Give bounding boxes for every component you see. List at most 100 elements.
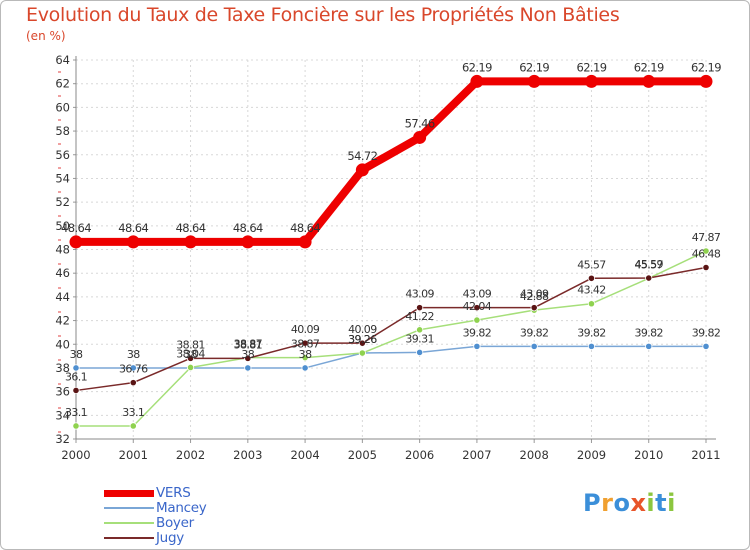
data-label-boyer: 42.88 xyxy=(520,290,549,303)
y-tick-label: 50 xyxy=(55,219,70,233)
data-point-vers xyxy=(584,74,598,88)
series-line-boyer xyxy=(75,250,707,427)
data-label-vers: 54.72 xyxy=(347,149,377,163)
data-label-boyer: 39.26 xyxy=(348,333,377,346)
data-label-vers: 48.64 xyxy=(233,221,263,235)
y-tick-label: 46 xyxy=(55,266,70,280)
data-point-boyer xyxy=(186,363,195,372)
data-label-jugy: 40.09 xyxy=(291,323,320,336)
data-point-boyer xyxy=(72,422,80,430)
logo-letter: r xyxy=(601,489,614,517)
data-point-vers xyxy=(355,163,369,177)
data-label-vers: 62.19 xyxy=(462,60,492,74)
data-point-jugy xyxy=(530,304,538,312)
data-point-jugy xyxy=(702,263,710,272)
data-point-vers xyxy=(413,130,427,144)
y-tick-label: 42 xyxy=(55,314,70,328)
data-point-boyer xyxy=(129,422,137,430)
data-label-mancey: 39.82 xyxy=(520,326,549,339)
data-label-boyer: 33.1 xyxy=(122,406,144,419)
x-tick-label: 2011 xyxy=(691,448,720,462)
data-label-mancey: 39.31 xyxy=(405,332,434,345)
data-label-boyer: 38.87 xyxy=(291,338,320,351)
x-tick-label: 2009 xyxy=(577,448,606,462)
x-tick-label: 2006 xyxy=(405,448,434,462)
x-tick-label: 2000 xyxy=(61,448,90,462)
logo-letter: x xyxy=(630,489,647,517)
grid-layer xyxy=(75,59,707,440)
data-point-boyer xyxy=(358,349,366,357)
legend-swatch-mancey xyxy=(104,507,154,509)
data-point-boyer xyxy=(416,326,424,334)
data-point-mancey xyxy=(645,342,653,350)
legend-label-jugy: Jugy xyxy=(156,530,184,546)
logo-letter: t xyxy=(655,489,668,517)
data-point-jugy xyxy=(645,274,653,282)
legend-item-mancey: Mancey xyxy=(104,500,284,516)
data-point-jugy xyxy=(416,304,424,312)
data-point-vers xyxy=(470,74,484,88)
data-point-vers xyxy=(184,235,198,249)
y-tick-label: 32 xyxy=(55,432,70,446)
data-point-mancey xyxy=(301,364,309,372)
data-label-jugy: 38.81 xyxy=(234,338,263,351)
data-point-vers xyxy=(241,235,255,249)
y-tick-label: 40 xyxy=(55,337,70,351)
data-point-vers xyxy=(699,74,713,88)
x-tick-label: 2005 xyxy=(348,448,377,462)
x-tick-label: 2003 xyxy=(233,448,262,462)
series-line-vers xyxy=(72,77,710,246)
unit-label: (en %) xyxy=(26,29,66,43)
data-label-jugy: 36.76 xyxy=(119,363,148,376)
series-line-jugy xyxy=(75,266,707,392)
logo-letter: o xyxy=(613,489,631,517)
chart-title: Evolution du Taux de Taxe Foncière sur l… xyxy=(26,4,620,26)
data-label-vers: 57.46 xyxy=(405,116,435,130)
data-point-mancey xyxy=(244,364,252,372)
legend-label-mancey: Mancey xyxy=(156,500,207,516)
data-label-vers: 48.64 xyxy=(118,221,148,235)
data-point-boyer xyxy=(301,354,309,362)
data-point-jugy xyxy=(358,339,366,347)
legend: VERS Mancey Boyer Jugy xyxy=(104,485,284,546)
data-point-vers xyxy=(298,235,312,249)
data-label-vers: 48.64 xyxy=(61,221,91,235)
data-label-vers: 62.19 xyxy=(519,60,549,74)
y-tick-label: 44 xyxy=(55,290,70,304)
y-tick-label: 48 xyxy=(55,243,70,257)
x-tick-label: 2001 xyxy=(119,448,148,462)
data-point-jugy xyxy=(301,339,309,347)
data-point-mancey xyxy=(702,342,710,350)
data-label-jugy: 45.59 xyxy=(634,258,663,271)
data-point-jugy xyxy=(186,354,195,362)
y-tick-label: 34 xyxy=(55,408,70,422)
data-point-mancey xyxy=(72,364,80,372)
data-label-mancey: 39.82 xyxy=(577,326,606,339)
data-label-vers: 62.19 xyxy=(634,60,664,74)
x-tick-label: 2002 xyxy=(176,448,205,462)
series-line-mancey xyxy=(75,345,707,369)
data-label-jugy: 38.81 xyxy=(176,338,205,351)
y-tick-label: 52 xyxy=(55,195,70,209)
data-label-boyer: 33.1 xyxy=(65,406,87,419)
y-tick-label: 60 xyxy=(55,100,70,114)
data-label-mancey: 38 xyxy=(127,348,140,361)
legend-label-boyer: Boyer xyxy=(156,515,194,531)
data-label-boyer: 45.57 xyxy=(634,258,663,271)
legend-swatch-vers xyxy=(104,490,154,497)
logo-letter: i xyxy=(667,489,676,517)
data-point-vers xyxy=(69,235,83,249)
x-tick-label: 2007 xyxy=(462,448,491,462)
data-label-jugy: 45.57 xyxy=(577,258,606,271)
data-label-mancey: 39.82 xyxy=(463,326,492,339)
y-tick-label: 58 xyxy=(55,124,70,138)
data-label-layer: 38 38 38 38 38 39.26 39.31 39.82 39.82 39.82 39.82… xyxy=(61,60,722,419)
data-label-boyer: 47.87 xyxy=(692,231,721,244)
data-label-jugy: 36.1 xyxy=(65,370,87,383)
data-label-mancey: 39.26 xyxy=(348,333,377,346)
x-tick-label: 2004 xyxy=(290,448,319,462)
data-label-mancey: 39.82 xyxy=(692,326,721,339)
data-label-mancey: 38 xyxy=(184,348,197,361)
